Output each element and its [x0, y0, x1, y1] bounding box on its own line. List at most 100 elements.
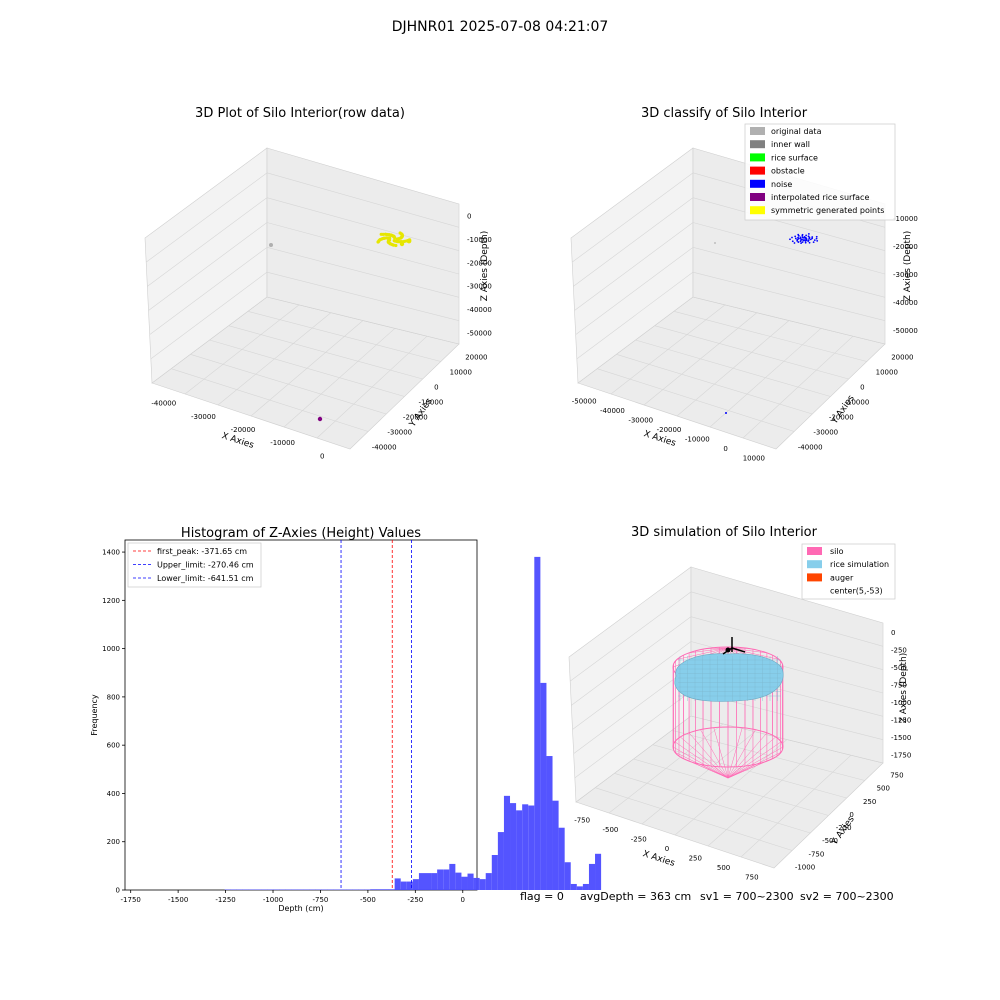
p2-x-tick-label: 0	[723, 445, 727, 453]
classified-point	[801, 234, 804, 237]
histogram-bar	[534, 556, 541, 890]
p1-z-tick-label: -10000	[467, 236, 492, 244]
histogram-bar	[576, 886, 583, 890]
histogram-bar	[388, 889, 395, 890]
legend-label: symmetric generated points	[771, 206, 884, 215]
histogram-title: Histogram of Z-Axies (Height) Values	[181, 526, 421, 541]
histogram-bar	[595, 853, 602, 890]
histogram-bar	[503, 795, 511, 890]
p1-x-tick-label: -10000	[270, 439, 295, 447]
footer-flag: flag = 0	[520, 890, 564, 903]
p4-grid-line	[569, 591, 692, 682]
panel-simulation-3d: 3D simulation of Silo Interior -750 -500 -…	[568, 525, 911, 881]
p4-y-tick-label: 750	[890, 772, 903, 780]
legend-label: Lower_limit: -641.51 cm	[157, 574, 254, 583]
p2-grid-line	[673, 311, 867, 362]
histogram-bar	[455, 872, 462, 890]
histogram-bar	[570, 883, 577, 890]
histogram-bar	[467, 873, 474, 890]
legend-label: silo	[830, 547, 844, 556]
histogram-y-tick-label: 0	[116, 887, 120, 895]
p2-z-tick-label: -30000	[893, 271, 918, 279]
classified-point	[797, 241, 800, 243]
p2-grid-line	[573, 197, 694, 287]
p1-grid-line	[266, 197, 460, 251]
legend-label: first_peak: -371.65 cm	[157, 547, 247, 556]
p4-x-tick-label: -250	[631, 836, 647, 844]
histogram-bar	[437, 869, 444, 890]
p2-grid-line	[574, 222, 694, 311]
histogram-bar	[588, 863, 596, 890]
classified-point	[799, 240, 802, 243]
legend-swatch	[750, 179, 765, 188]
legend-label: original data	[771, 127, 822, 136]
silo-roof-line	[706, 647, 729, 649]
classified-point	[808, 241, 811, 244]
histogram-bar	[522, 804, 529, 890]
panel-classify-title: 3D classify of Silo Interior	[641, 106, 808, 121]
figure-suptitle: DJHNR01 2025-07-08 04:21:07	[392, 19, 609, 35]
p4-grid-line	[572, 641, 692, 730]
footer-sv2: sv2 = 700~2300	[800, 890, 894, 903]
raw-point	[376, 240, 380, 244]
classified-point	[800, 238, 803, 241]
p4-y-tick-label: 500	[877, 785, 890, 793]
auger-center	[725, 647, 731, 653]
raw-point	[399, 236, 403, 240]
classified-point	[714, 242, 716, 244]
histogram-bar	[582, 883, 589, 890]
silo-cone-line	[727, 746, 784, 779]
histogram-y-tick-label: 200	[107, 838, 120, 846]
p4-grid-line	[571, 616, 692, 706]
p2-x-tick-label: -20000	[657, 426, 682, 434]
p2-grid-line	[576, 271, 694, 360]
histogram-y-tick-label: 1400	[102, 549, 120, 557]
histogram-bar	[540, 682, 547, 890]
raw-point	[393, 239, 397, 243]
classified-point	[803, 237, 805, 239]
histogram-bar	[516, 810, 523, 890]
p4-grid-line	[690, 641, 884, 694]
histogram-legend: first_peak: -371.65 cm Upper_limit: -270.…	[127, 542, 262, 588]
raw-point	[387, 238, 391, 242]
legend-label: Upper_limit: -270.46 cm	[157, 561, 254, 570]
legend-swatch	[750, 166, 765, 175]
p4-z-tick-label: -750	[891, 681, 907, 689]
classified-point	[807, 233, 810, 235]
p1-grid-line	[147, 197, 268, 287]
classified-point	[804, 239, 806, 241]
panel-raw-zlabel: Z Axies (Depth)	[480, 231, 490, 302]
p1-grid-line	[247, 311, 441, 362]
classified-point	[809, 238, 812, 241]
p2-y-tick-label: -30000	[813, 429, 838, 437]
histogram-bar	[406, 881, 413, 890]
silo-cone-line	[674, 741, 729, 779]
raw-point	[379, 232, 383, 236]
legend-swatch	[750, 193, 765, 201]
histogram-bar	[376, 889, 383, 890]
classified-point	[808, 237, 811, 240]
raw-point	[400, 233, 404, 237]
p1-y-tick-label: 10000	[450, 369, 472, 377]
histogram-ylabel: Frequency	[90, 694, 99, 736]
silo-cone-line	[680, 756, 729, 779]
legend-frame	[127, 542, 262, 588]
silo-cone-line	[727, 727, 743, 779]
histogram-bar	[546, 756, 553, 890]
classified-point	[801, 241, 804, 244]
silo-cone-line	[727, 741, 782, 779]
legend-label: noise	[771, 180, 792, 189]
p4-y-tick-label: -750	[808, 850, 824, 858]
silo-cone-line	[672, 746, 729, 779]
p1-grid-line	[148, 222, 268, 311]
p1-x-tick-label: 0	[320, 452, 324, 460]
p4-y-tick-label: -500	[822, 837, 838, 845]
p2-y-tick-label: -20000	[829, 414, 854, 422]
histogram-bar	[431, 873, 438, 890]
p2-x-tick-label: -40000	[600, 407, 625, 415]
p4-z-tick-label: -1750	[891, 751, 911, 759]
p4-grid-line	[690, 591, 884, 647]
classified-point	[794, 237, 797, 240]
p1-x-tick-label: -40000	[151, 400, 176, 408]
p4-x-tick-label: -500	[602, 826, 618, 834]
